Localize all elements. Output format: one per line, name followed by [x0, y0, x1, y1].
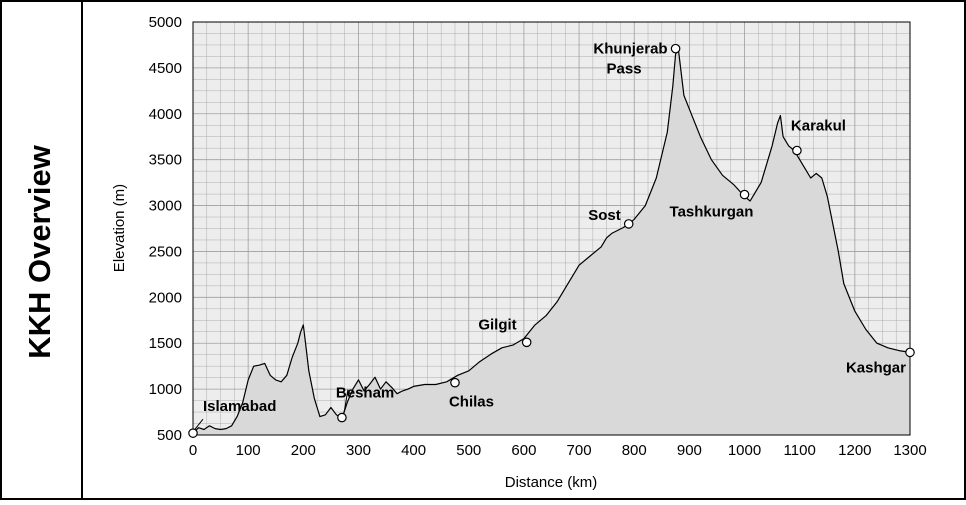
x-tick-label: 1000: [728, 442, 761, 459]
elevation-area: [193, 49, 910, 435]
y-tick-label: 4000: [149, 106, 182, 123]
x-tick-label: 600: [511, 442, 536, 459]
y-tick-label: 3500: [149, 152, 182, 169]
location-label: Pass: [607, 61, 642, 78]
x-tick-label: 700: [567, 442, 592, 459]
location-marker: [905, 347, 915, 358]
location-marker: [792, 145, 802, 156]
x-tick-label: 1300: [893, 442, 926, 459]
y-tick-label: 4500: [149, 60, 182, 77]
location-label: Chilas: [449, 394, 494, 411]
location-label: Sost: [588, 207, 621, 224]
location-label: Besham: [336, 385, 394, 402]
y-axis-label: Elevation (m): [111, 184, 128, 272]
location-label: Karakul: [791, 117, 846, 134]
x-tick-label: 500: [456, 442, 481, 459]
leader-line: [343, 389, 349, 414]
location-label: Khunjerab: [593, 41, 667, 58]
location-marker: [188, 428, 198, 438]
x-tick-label: 0: [189, 442, 197, 459]
location-label: Kashgar: [846, 359, 906, 376]
x-axis-label: Distance (km): [505, 474, 598, 491]
x-tick-label: 800: [622, 442, 647, 459]
leader-line: [194, 418, 204, 430]
sidebar-title: KKH Overview: [22, 144, 57, 359]
x-tick-label: 1100: [784, 442, 816, 459]
location-label: Islamabad: [203, 398, 276, 415]
x-tick-label: 100: [236, 442, 261, 459]
x-tick-label: 200: [291, 442, 316, 459]
x-tick-label: 900: [677, 442, 702, 459]
y-tick-label: 1500: [149, 335, 182, 352]
y-tick-label: 500: [157, 427, 182, 444]
location-label: Tashkurgan: [670, 204, 754, 221]
plot-frame: [192, 21, 911, 436]
location-marker: [623, 219, 634, 229]
y-tick-label: 1000: [149, 381, 182, 398]
y-tick-label: 2500: [149, 243, 182, 260]
y-tick-label: 2000: [149, 289, 182, 306]
y-tick-label: 3000: [149, 198, 182, 215]
location-marker: [739, 189, 750, 200]
location-marker: [450, 377, 460, 388]
location-marker: [337, 412, 347, 423]
x-tick-label: 300: [346, 442, 371, 459]
location-marker: [521, 337, 532, 348]
location-marker: [670, 43, 681, 54]
location-label: Gilgit: [478, 316, 516, 333]
x-tick-label: 1200: [838, 442, 871, 459]
y-tick-label: 5000: [149, 14, 182, 31]
elevation-line: [192, 48, 911, 434]
x-tick-label: 400: [401, 442, 426, 459]
